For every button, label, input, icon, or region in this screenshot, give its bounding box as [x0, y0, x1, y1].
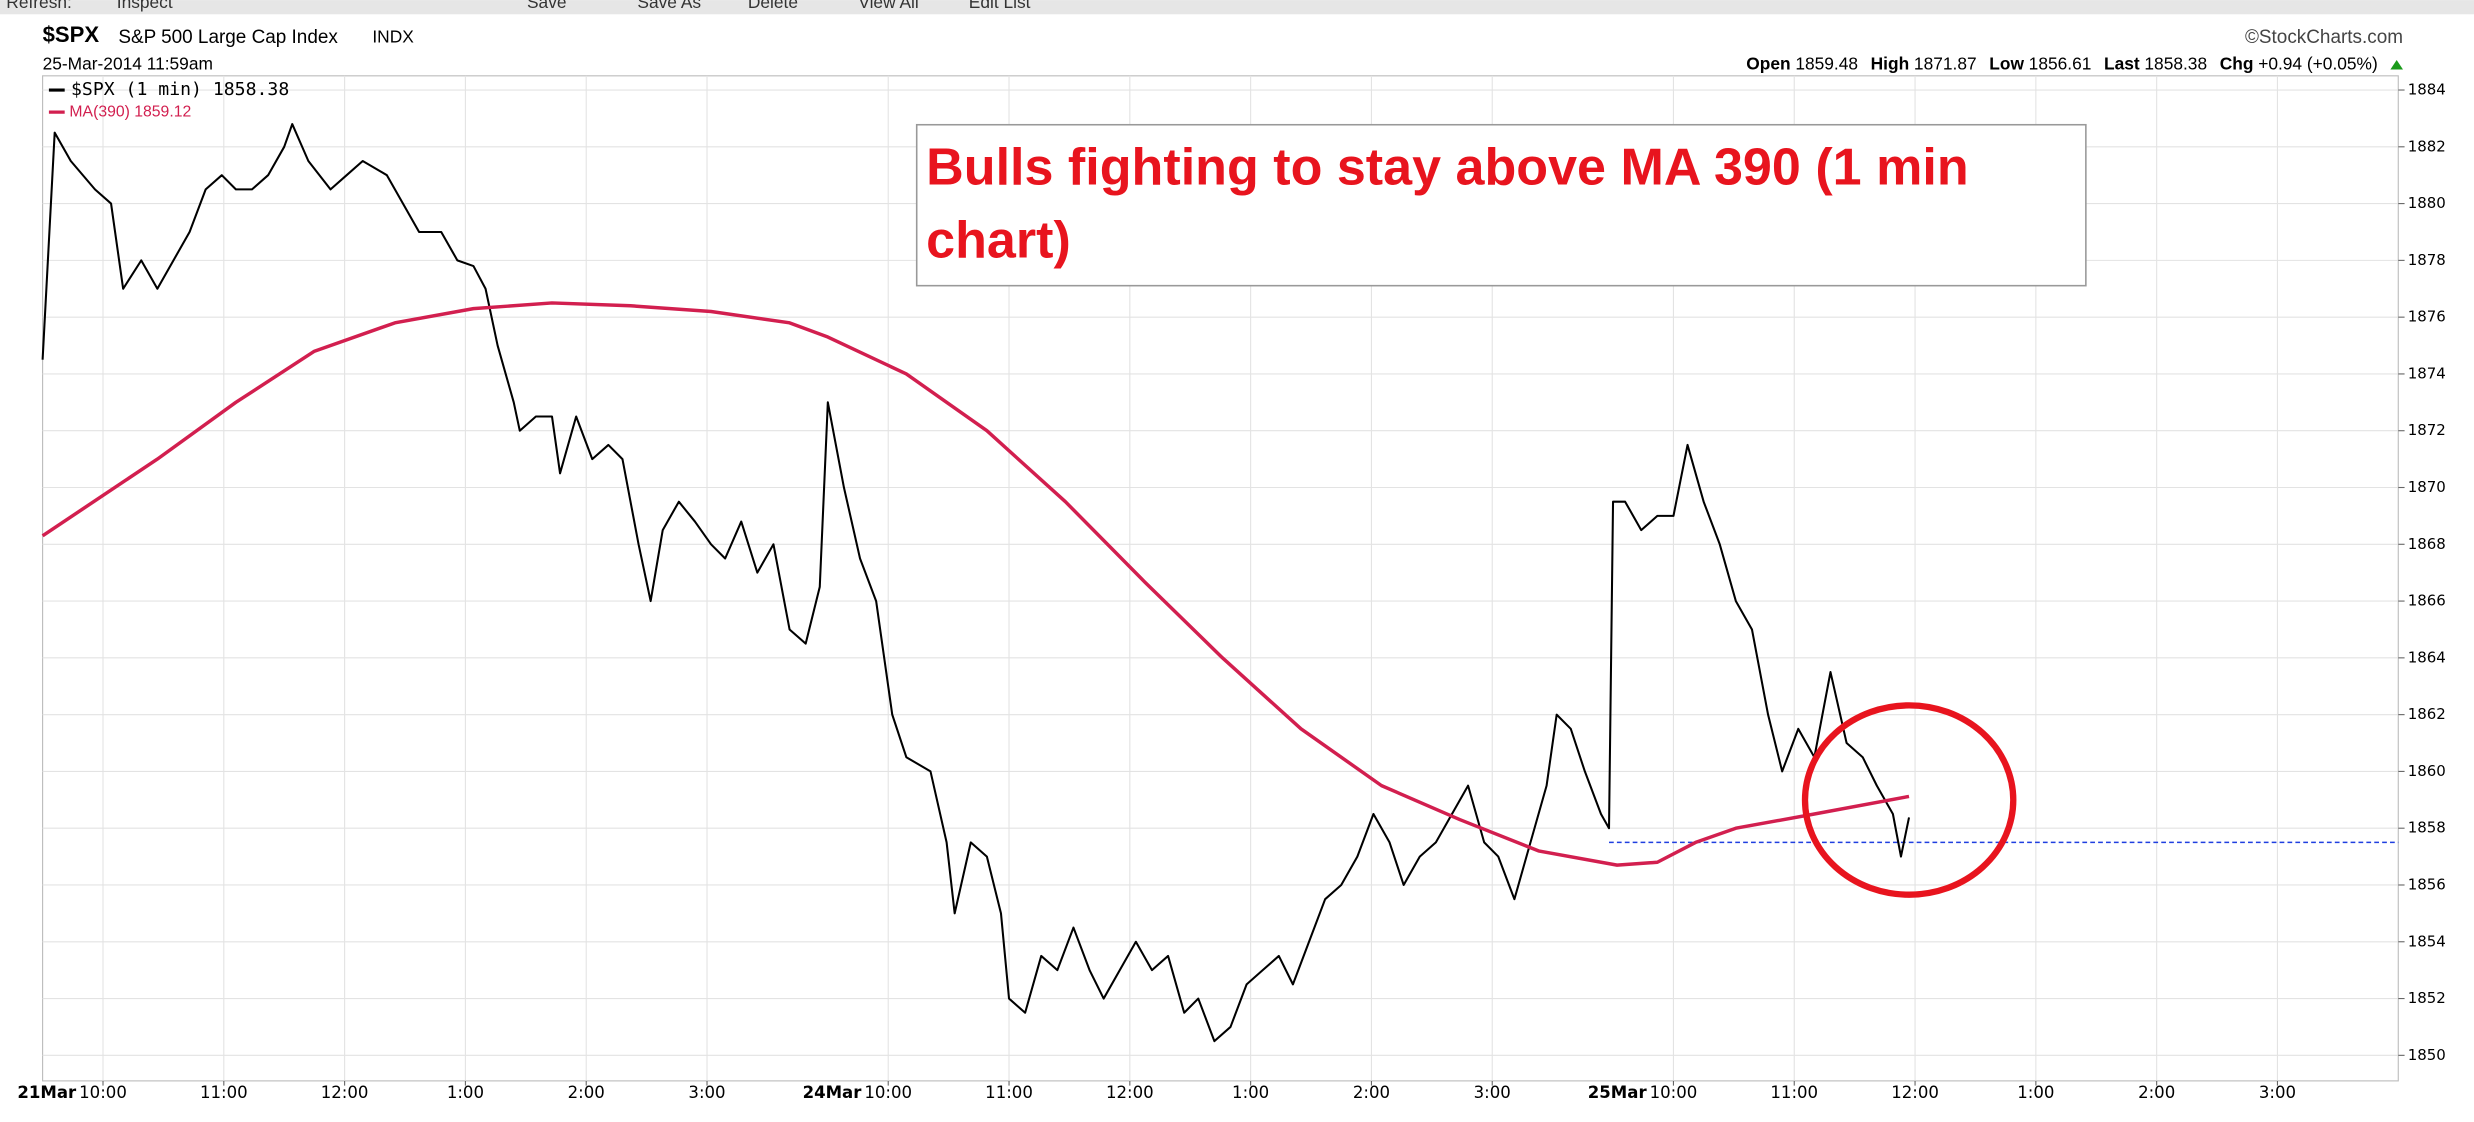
ma-line: [41, 301, 1910, 867]
x-tick-label: 2:00: [2138, 1083, 2175, 1102]
change-arrow: [2390, 60, 2403, 70]
y-tick-label: 1862: [2408, 705, 2446, 723]
y-tick-label: 1850: [2408, 1046, 2446, 1064]
x-tick-label: 10:00: [79, 1083, 127, 1102]
y-tick-label: 1854: [2408, 932, 2446, 950]
x-tick-label: 2:00: [568, 1083, 605, 1102]
x-tick-label: 2:00: [1353, 1083, 1390, 1102]
x-tick-label: 10:00: [864, 1083, 912, 1102]
price-line: [41, 123, 1911, 1043]
y-tick-label: 1870: [2408, 478, 2446, 496]
day-label: 25Mar: [1588, 1083, 1648, 1102]
x-tick-label: 11:00: [985, 1083, 1033, 1102]
toolbar-item: Inspect: [117, 0, 173, 12]
x-tick-label: 3:00: [2259, 1083, 2296, 1102]
y-tick-label: 1858: [2408, 819, 2446, 837]
exchange: INDX: [372, 27, 414, 47]
y-tick-label: 1860: [2408, 762, 2446, 780]
day-label: 21Mar: [17, 1083, 77, 1102]
toolbar-item: Refresh:: [6, 0, 72, 12]
annotation: Bulls fighting to stay above MA 390 (1 m…: [926, 137, 1969, 269]
x-tick-label: 3:00: [1474, 1083, 1511, 1102]
y-tick-label: 1882: [2408, 137, 2446, 155]
quote-label: Chg: [2220, 53, 2254, 73]
y-tick-label: 1878: [2408, 251, 2446, 269]
toolbar-item: Save: [527, 0, 567, 12]
quote-label: Low: [1989, 53, 2024, 73]
y-tick-label: 1868: [2408, 535, 2446, 553]
x-tick-label: 1:00: [447, 1083, 484, 1102]
quote-label: High: [1871, 53, 1910, 73]
quote-label: Open: [1746, 53, 1790, 73]
quote-value: 1858.38: [2144, 53, 2207, 73]
x-tick-label: 1:00: [1232, 1083, 1269, 1102]
x-tick-label: 11:00: [200, 1083, 248, 1102]
y-tick-label: 1864: [2408, 648, 2446, 666]
legend-label: $SPX (1 min) 1858.38: [71, 79, 289, 100]
toolbar-item: Delete: [748, 0, 798, 12]
quote-value: 1856.61: [2029, 53, 2092, 73]
date: 25-Mar-2014 11:59am: [43, 53, 213, 73]
toolbar-item: View All: [858, 0, 918, 12]
x-tick-label: 3:00: [688, 1083, 725, 1102]
quote-value: 1871.87: [1914, 53, 1977, 73]
x-tick-label: 1:00: [2017, 1083, 2054, 1102]
annotation-wrap: Bulls fighting to stay above MA 390 (1 m…: [926, 137, 1969, 269]
x-tick-label: 12:00: [1106, 1083, 1154, 1102]
toolbar-item: Edit List: [969, 0, 1031, 12]
y-tick-label: 1872: [2408, 421, 2446, 439]
y-tick-label: 1866: [2408, 592, 2446, 610]
legend-label: MA(390) 1859.12: [69, 103, 191, 120]
quote-value: 1859.48: [1795, 53, 1858, 73]
index-name: S&P 500 Large Cap Index: [118, 27, 338, 48]
y-tick-label: 1852: [2408, 989, 2446, 1007]
symbol: $SPX: [43, 22, 100, 47]
y-tick-label: 1856: [2408, 875, 2446, 893]
quote-value: +0.94 (+0.05%): [2258, 53, 2378, 73]
y-tick-label: 1874: [2408, 364, 2446, 382]
quote-label: Last: [2104, 53, 2140, 73]
y-tick-label: 1884: [2408, 81, 2446, 99]
toolbar: [0, 0, 2474, 15]
x-tick-label: 12:00: [321, 1083, 369, 1102]
annotation-box: [915, 123, 2087, 287]
x-tick-label: 10:00: [1650, 1083, 1698, 1102]
toolbar-item: Save As: [637, 0, 701, 12]
y-tick-label: 1880: [2408, 194, 2446, 212]
source: ©StockCharts.com: [2245, 27, 2403, 48]
x-tick-label: 12:00: [1891, 1083, 1939, 1102]
y-tick-label: 1876: [2408, 308, 2446, 326]
x-tick-label: 11:00: [1770, 1083, 1818, 1102]
day-label: 24Mar: [803, 1083, 863, 1102]
highlight-circle: [1801, 702, 2017, 898]
